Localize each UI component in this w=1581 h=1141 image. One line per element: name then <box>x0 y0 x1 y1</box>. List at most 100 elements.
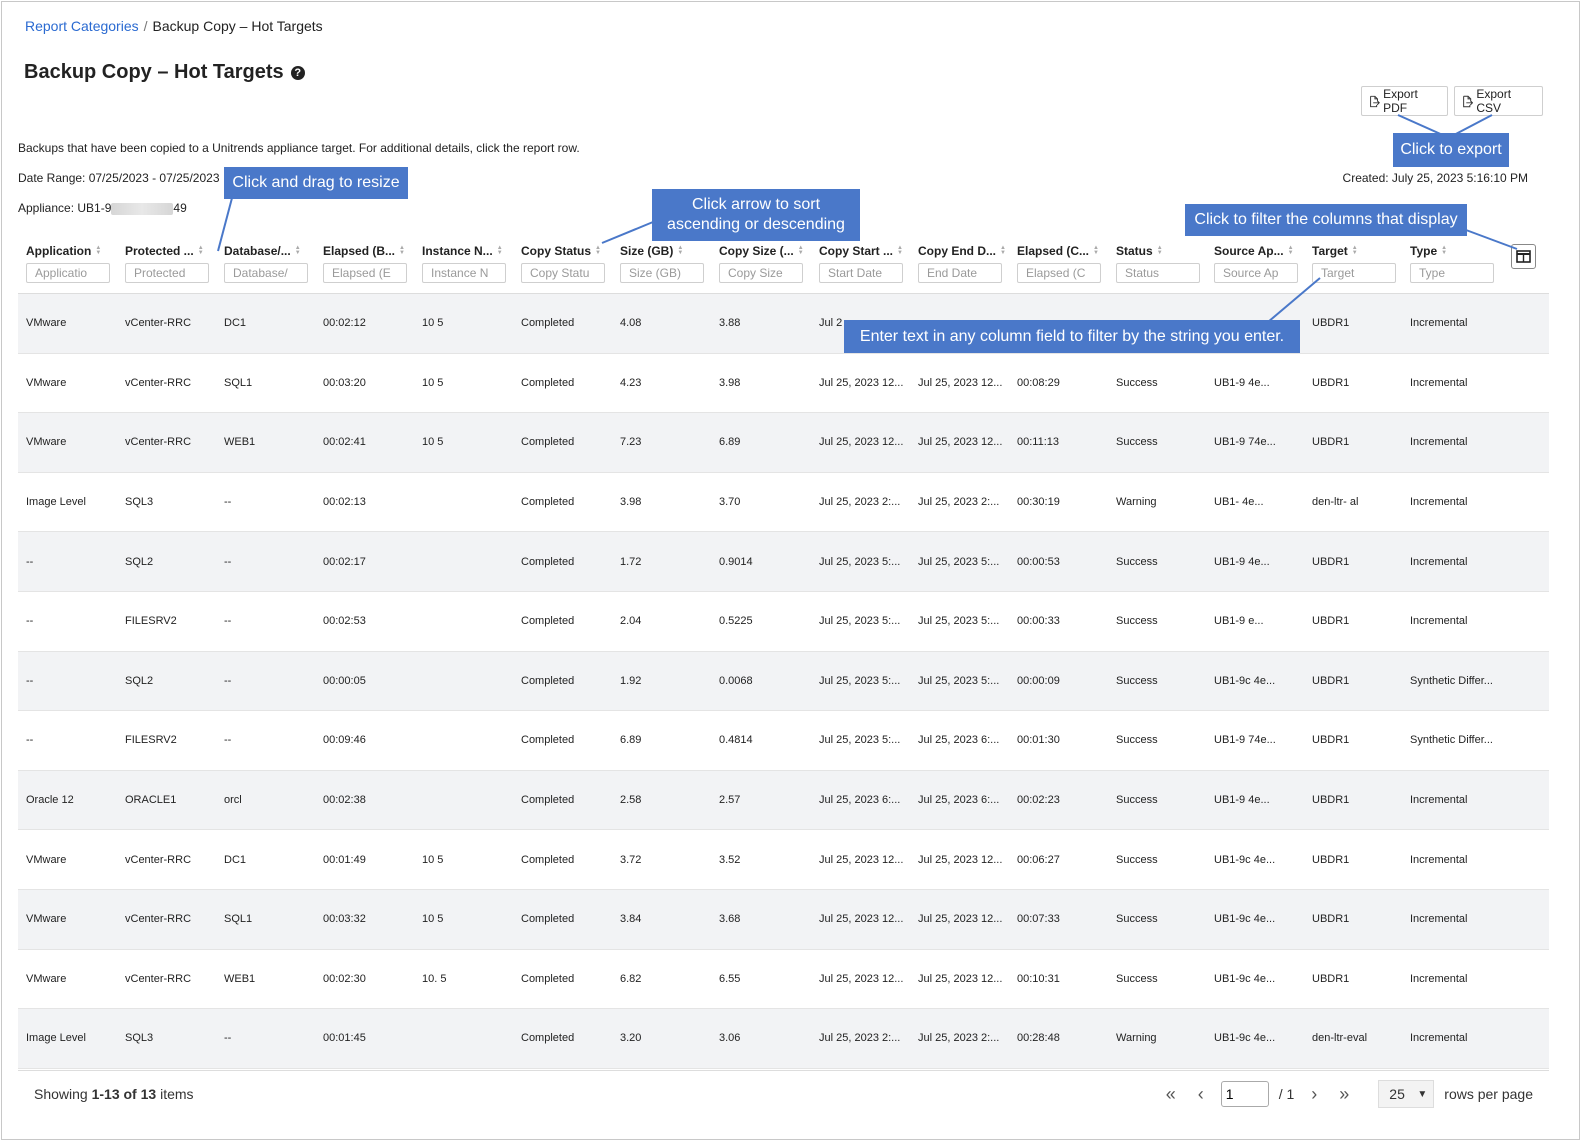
column-filter-input[interactable] <box>1116 263 1200 283</box>
sort-arrows-icon[interactable]: ▲ ▼ <box>797 245 804 256</box>
table-cell: Incremental <box>1410 794 1468 807</box>
column-header-label[interactable]: Elapsed (B... ▲ ▼ <box>323 244 413 258</box>
sort-arrows-icon[interactable]: ▲ ▼ <box>1156 245 1163 256</box>
column-header-label[interactable]: Source Ap... ▲ ▼ <box>1214 244 1304 258</box>
column-header[interactable]: Instance N... ▲ ▼ <box>422 244 512 283</box>
table-row[interactable]: VMware vCenter-RRC SQL1 00:03:20 10 5 Complet… <box>18 354 1549 414</box>
column-header-label[interactable]: Application ▲ ▼ <box>26 244 116 258</box>
page-number-input[interactable] <box>1220 1081 1269 1107</box>
table-row[interactable]: -- SQL2 -- 00:02:17 Completed 1.72 0.9014 Jul 2… <box>18 532 1549 592</box>
sort-arrows-icon[interactable]: ▲ ▼ <box>496 245 503 256</box>
sort-arrows-icon[interactable]: ▲ ▼ <box>897 245 903 256</box>
column-header[interactable]: Copy Status ▲ ▼ <box>521 244 611 283</box>
column-filter-input[interactable] <box>620 263 704 283</box>
column-filter-input[interactable] <box>224 263 308 283</box>
table-row[interactable]: -- FILESRV2 -- 00:09:46 Completed 6.89 0.4814 J… <box>18 711 1549 771</box>
table-row[interactable]: Image Level SQL3 -- 00:02:13 Completed 3.98 3.… <box>18 473 1549 533</box>
first-page-icon[interactable]: « <box>1165 1083 1176 1104</box>
table-cell: VMware <box>26 853 67 866</box>
table-row[interactable]: -- SQL2 -- 00:00:05 Completed 1.92 0.0068 Jul 2… <box>18 651 1549 712</box>
table-cell: Success <box>1116 436 1158 449</box>
table-row[interactable]: VMware vCenter-RRC DC1 00:02:12 10 5 Complete… <box>18 294 1549 354</box>
table-row[interactable]: Oracle 12 ORACLE1 orcl 00:02:38 Completed 2.5… <box>18 770 1549 831</box>
prev-page-icon[interactable]: ‹ <box>1197 1083 1204 1104</box>
table-cell: vCenter-RRC <box>125 853 192 866</box>
column-header[interactable]: Application ▲ ▼ <box>26 244 116 283</box>
column-header-label[interactable]: Copy End D... ▲ ▼ <box>918 244 1008 258</box>
export-csv-button[interactable]: Export CSV <box>1454 86 1543 116</box>
column-header[interactable]: Copy End D... ▲ ▼ <box>918 244 1008 283</box>
table-cell: 2.58 <box>620 794 642 807</box>
column-header[interactable]: Protected ... ▲ ▼ <box>125 244 215 283</box>
column-header-label[interactable]: Database/... ▲ ▼ <box>224 244 314 258</box>
table-row[interactable]: VMware vCenter-RRC WEB1 00:02:41 10 5 Complet… <box>18 413 1549 473</box>
help-icon[interactable]: ? <box>290 65 305 80</box>
sort-arrows-icon[interactable]: ▲ ▼ <box>294 245 301 256</box>
column-filter-input[interactable] <box>422 263 506 283</box>
column-header-label[interactable]: Instance N... ▲ ▼ <box>422 244 512 258</box>
column-header[interactable]: Status ▲ ▼ <box>1116 244 1206 283</box>
column-header-label[interactable]: Size (GB) ▲ ▼ <box>620 244 710 258</box>
sort-arrows-icon[interactable]: ▲ ▼ <box>677 245 684 256</box>
column-header-label[interactable]: Copy Size (... ▲ ▼ <box>719 244 809 258</box>
column-filter-input[interactable] <box>918 263 1002 283</box>
column-header-label[interactable]: Elapsed (C... ▲ ▼ <box>1017 244 1107 258</box>
report-table: Application▲▼ Protected ...▲▼ Database/...… <box>18 239 1549 1069</box>
table-cell: Jul 25, 2023 6:... <box>819 794 901 807</box>
sort-arrows-icon[interactable]: ▲ ▼ <box>95 245 102 256</box>
next-page-icon[interactable]: › <box>1311 1083 1318 1104</box>
column-header-label[interactable]: Copy Status ▲ ▼ <box>521 244 611 258</box>
sort-arrows-icon[interactable]: ▲ ▼ <box>1287 245 1294 256</box>
last-page-icon[interactable]: » <box>1339 1083 1350 1104</box>
sort-arrows-icon[interactable]: ▲ ▼ <box>399 245 405 256</box>
table-cell: 00:01:30 <box>1017 734 1060 747</box>
column-header[interactable]: Source Ap... ▲ ▼ <box>1214 244 1304 283</box>
table-row[interactable]: -- FILESRV2 -- 00:02:53 Completed 2.04 0.5225 J… <box>18 592 1549 652</box>
table-cell: UBDR1 <box>1312 555 1350 568</box>
rows-per-page-select[interactable]: 25 ▼ <box>1378 1080 1435 1108</box>
table-cell: 10. 5 <box>422 972 447 985</box>
column-filter-input[interactable] <box>323 263 407 283</box>
export-pdf-button[interactable]: Export PDF <box>1361 86 1448 116</box>
column-filter-input[interactable] <box>521 263 605 283</box>
table-cell: Incremental <box>1410 555 1468 568</box>
column-header[interactable]: Elapsed (B... ▲ ▼ <box>323 244 413 283</box>
sort-arrows-icon[interactable]: ▲ ▼ <box>1351 245 1358 256</box>
sort-arrows-icon[interactable]: ▲ ▼ <box>595 245 601 256</box>
table-cell: -- <box>224 615 232 628</box>
column-header[interactable]: Database/... ▲ ▼ <box>224 244 314 283</box>
column-filter-input[interactable] <box>819 263 903 283</box>
column-filter-input[interactable] <box>1410 263 1494 283</box>
column-header[interactable]: Target ▲ ▼ <box>1312 244 1402 283</box>
column-header-label[interactable]: Status ▲ ▼ <box>1116 244 1206 258</box>
column-filter-input[interactable] <box>719 263 803 283</box>
column-filter-input[interactable] <box>125 263 209 283</box>
column-filter-input[interactable] <box>26 263 110 283</box>
table-cell: Success <box>1116 615 1158 628</box>
breadcrumb-report-categories-link[interactable]: Report Categories <box>25 18 139 34</box>
table-row[interactable]: VMware vCenter-RRC DC1 00:01:49 10 5 Complete… <box>18 830 1549 890</box>
column-header[interactable]: Copy Size (... ▲ ▼ <box>719 244 809 283</box>
column-header-label[interactable]: Type ▲ ▼ <box>1410 244 1500 258</box>
column-header[interactable]: Elapsed (C... ▲ ▼ <box>1017 244 1107 283</box>
table-row[interactable]: VMware vCenter-RRC WEB1 00:02:30 10. 5 Comple… <box>18 950 1549 1010</box>
column-header-label[interactable]: Protected ... ▲ ▼ <box>125 244 215 258</box>
sort-arrows-icon[interactable]: ▲ ▼ <box>1000 245 1006 256</box>
sort-arrows-icon[interactable]: ▲ ▼ <box>1093 245 1099 256</box>
sort-arrows-icon[interactable]: ▲ ▼ <box>1441 245 1448 256</box>
column-header[interactable]: Size (GB) ▲ ▼ <box>620 244 710 283</box>
column-header[interactable]: Type ▲ ▼ <box>1410 244 1500 283</box>
column-header-label[interactable]: Target ▲ ▼ <box>1312 244 1402 258</box>
column-filter-input[interactable] <box>1017 263 1101 283</box>
column-chooser-button[interactable] <box>1511 244 1536 269</box>
column-filter-input[interactable] <box>1312 263 1396 283</box>
table-cell: Jul 2 <box>819 317 843 330</box>
column-header[interactable]: Copy Start ... ▲ ▼ <box>819 244 909 283</box>
column-filter-input[interactable] <box>1214 263 1298 283</box>
table-row[interactable]: Image Level SQL3 -- 00:01:45 Completed 3.20 3.… <box>18 1009 1549 1069</box>
table-cell: 4.23 <box>620 376 642 389</box>
table-row[interactable]: VMware vCenter-RRC SQL1 00:03:32 10 5 Complet… <box>18 889 1549 950</box>
sort-arrows-icon[interactable]: ▲ ▼ <box>197 245 204 256</box>
column-header-label[interactable]: Copy Start ... ▲ ▼ <box>819 244 909 258</box>
table-cell: 3.70 <box>719 496 741 509</box>
